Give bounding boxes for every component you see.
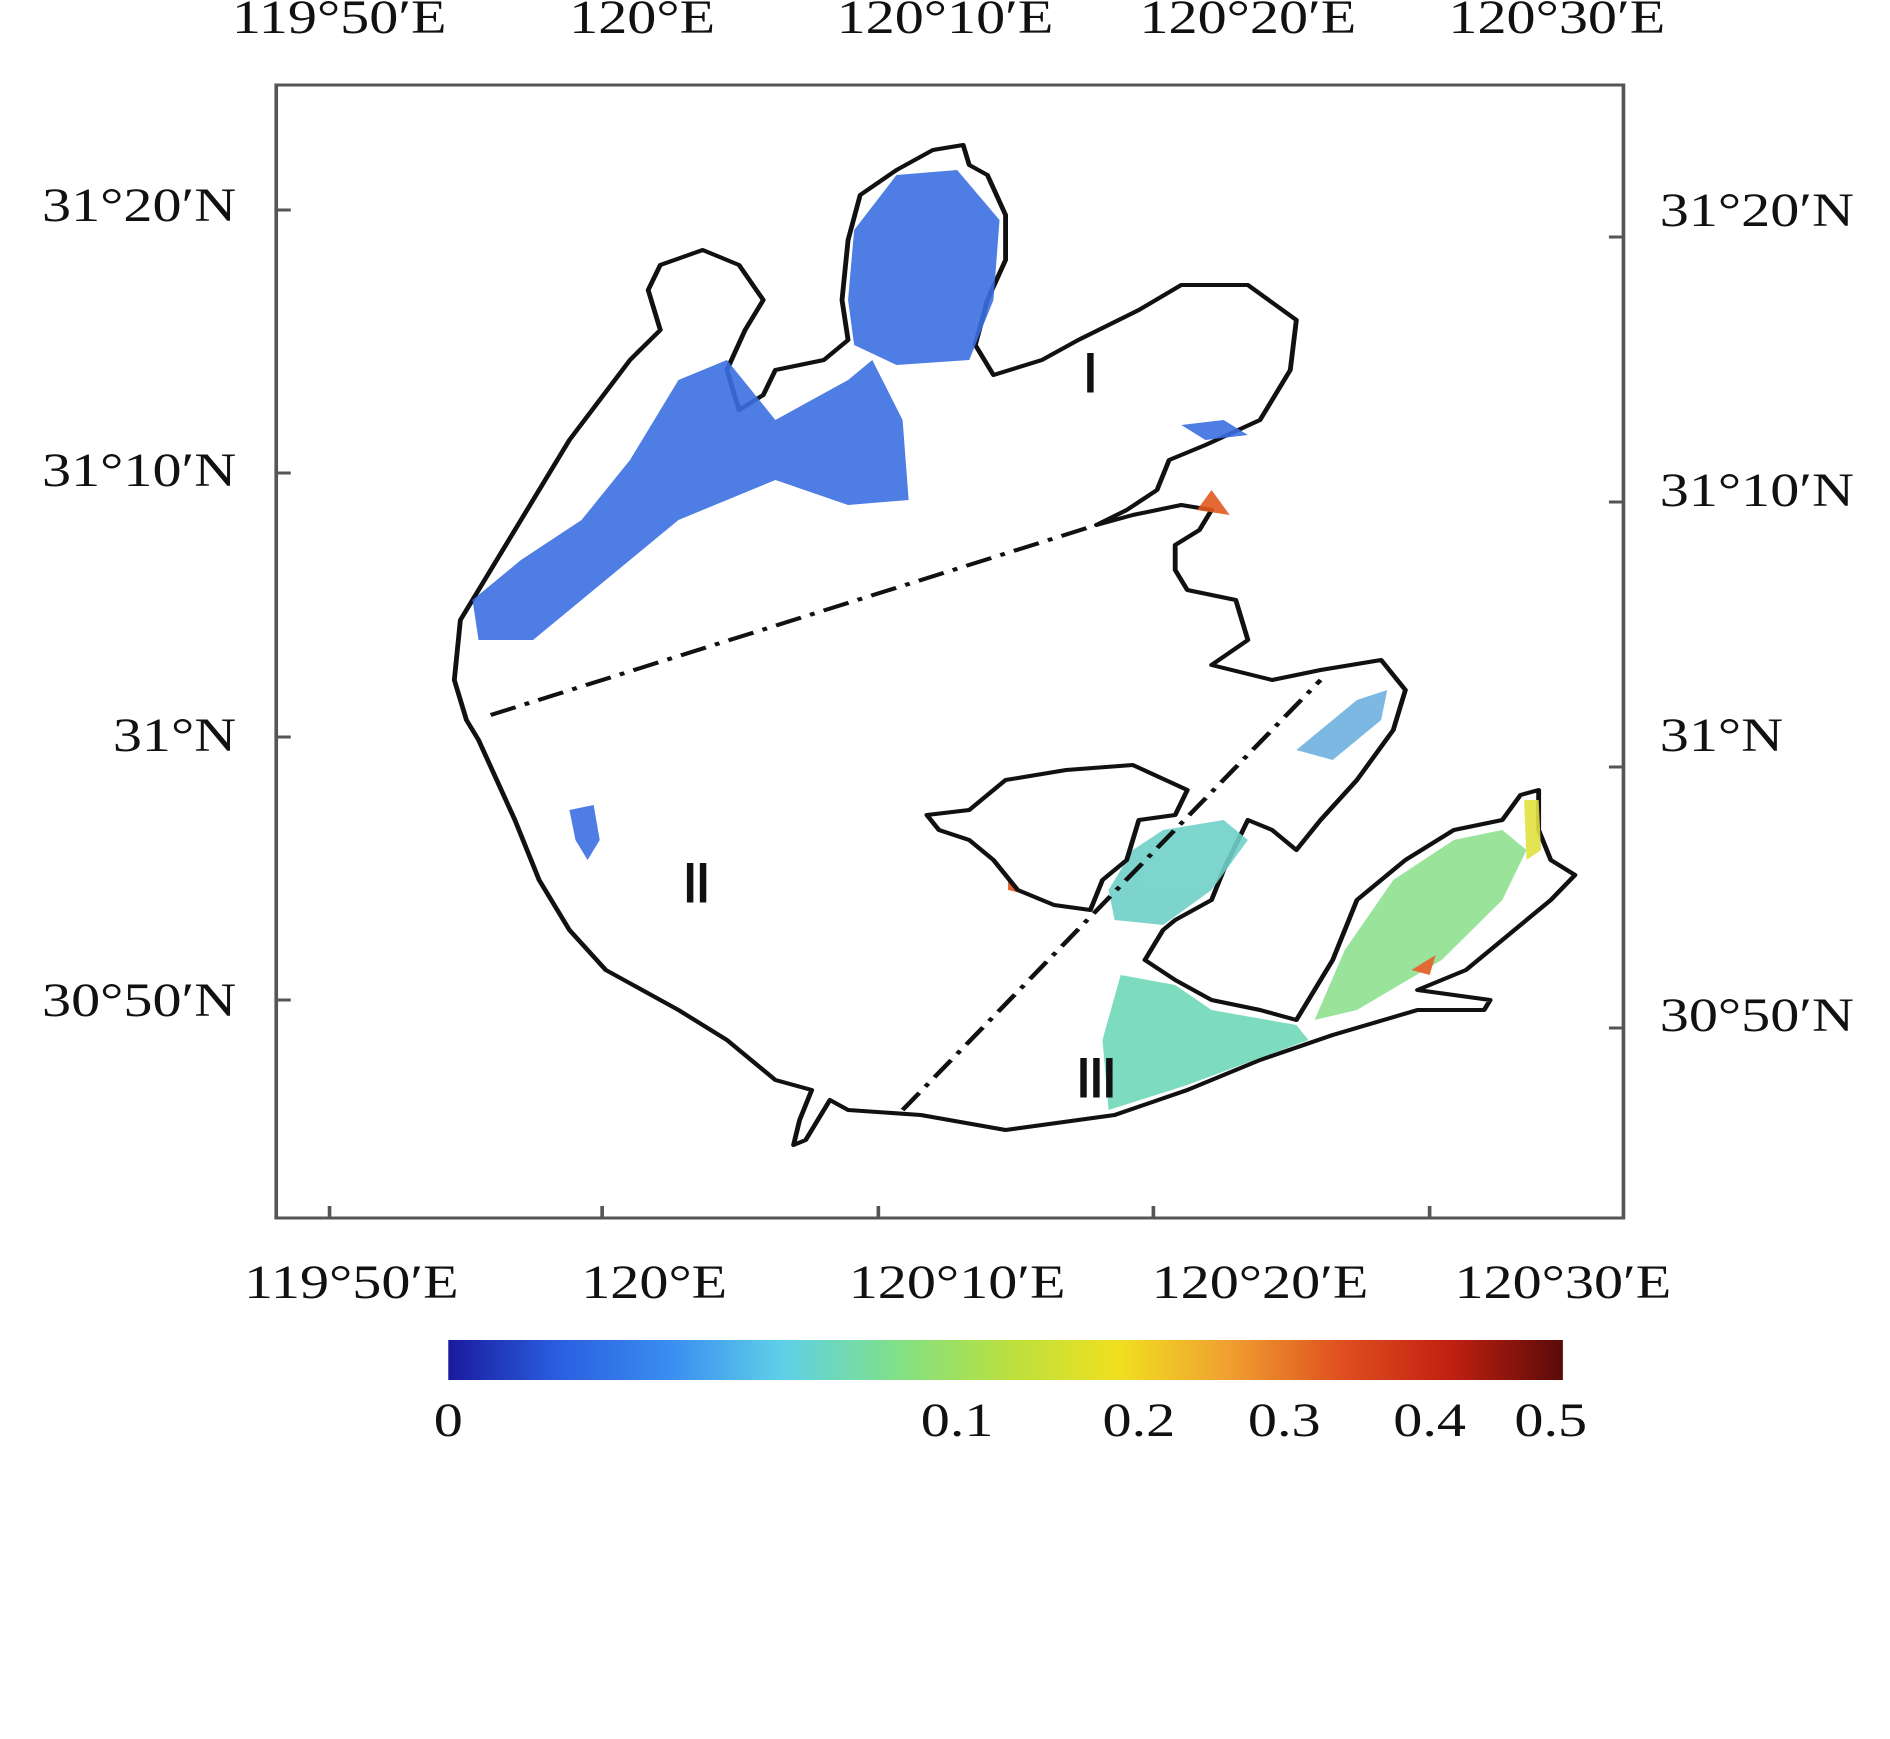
- patch: [569, 805, 600, 860]
- right-axis-label: 31°10′N: [1660, 463, 1854, 517]
- left-axis-label: 30°50′N: [42, 973, 236, 1027]
- patch: [472, 360, 909, 640]
- patch: [1108, 820, 1248, 925]
- region-label: Ⅱ: [681, 855, 713, 914]
- patch: [1411, 955, 1436, 975]
- left-axis-label: 31°10′N: [42, 443, 236, 497]
- left-axis-label: 31°N: [113, 708, 236, 762]
- colorbar-tick-label: 0.2: [1103, 1393, 1176, 1447]
- patch: [1296, 690, 1388, 760]
- concentration-patches: [472, 170, 1542, 1110]
- zone-divider: [489, 523, 1098, 717]
- frame-ticks: [276, 208, 1624, 1218]
- right-axis-label: 30°50′N: [1660, 988, 1854, 1042]
- bottom-axis-label: 120°10′E: [849, 1255, 1066, 1309]
- patch: [848, 170, 1000, 365]
- top-axis-label: 120°10′E: [837, 0, 1054, 44]
- island: [924, 763, 1190, 912]
- bottom-axis-label: 120°E: [581, 1255, 727, 1309]
- top-axis-label: 119°50′E: [232, 0, 447, 44]
- top-axis-label: 120°E: [569, 0, 715, 44]
- region-label: Ⅲ: [1074, 1050, 1119, 1109]
- left-axis-label: 31°20′N: [42, 178, 236, 232]
- lake: [451, 143, 1578, 1147]
- region-label: Ⅰ: [1081, 345, 1100, 404]
- colorbar-tick-label: 0: [434, 1393, 463, 1447]
- bottom-axis-label: 120°30′E: [1454, 1255, 1671, 1309]
- patch: [1102, 975, 1309, 1110]
- patch: [1314, 830, 1527, 1020]
- colorbar-tick-label: 0.1: [921, 1393, 994, 1447]
- top-axis-label: 120°30′E: [1448, 0, 1665, 44]
- patch: [1524, 800, 1542, 860]
- colorbar-tick-label: 0.5: [1514, 1393, 1587, 1447]
- zone-divider: [900, 678, 1323, 1112]
- right-axis-label: 31°N: [1660, 708, 1783, 762]
- bottom-axis-label: 119°50′E: [244, 1255, 459, 1309]
- colorbar: [448, 1340, 1563, 1380]
- colorbar-tick-label: 0.3: [1248, 1393, 1321, 1447]
- bottom-axis-label: 120°20′E: [1152, 1255, 1369, 1309]
- top-axis-label: 120°20′E: [1139, 0, 1356, 44]
- patch: [1181, 420, 1248, 440]
- colorbar-tick-label: 0.4: [1393, 1393, 1466, 1447]
- right-axis-label: 31°20′N: [1660, 183, 1854, 237]
- patch: [1197, 490, 1230, 515]
